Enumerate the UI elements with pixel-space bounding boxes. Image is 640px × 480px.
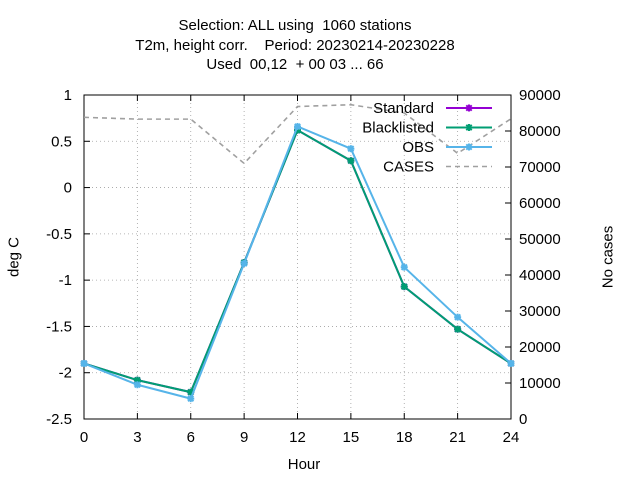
chart-title-line-1: Selection: ALL using 1060 stations: [178, 17, 412, 34]
y-tick-label: 0.5: [51, 133, 72, 150]
series-lines: [80, 103, 515, 403]
data-point-obs: [80, 359, 88, 367]
marker-d2: [454, 313, 462, 321]
x-tick-label: 12: [289, 429, 306, 446]
y-tick-label: -2: [59, 365, 72, 382]
y-axis-ticks: 1 0.5 0 -0.5 -1 -1.5 -2 -2.5: [46, 87, 90, 428]
marker-d2: [133, 381, 141, 389]
data-point-obs: [400, 263, 408, 271]
marker-d2: [187, 388, 195, 396]
data-point-obs: [347, 145, 355, 153]
marker-d2: [294, 123, 301, 130]
data-point-blacklisted: [454, 325, 462, 333]
x-tick-label: 18: [396, 429, 413, 446]
x-tick-label: 0: [80, 429, 88, 446]
x-axis-ticks: 0 3 6 9 12 15 18 21 24: [80, 95, 520, 446]
legend-label-standard: Standard: [373, 100, 434, 117]
data-point-obs: [187, 395, 195, 403]
chart-title-line-2: T2m, height corr. Period: 20230214-20230…: [135, 37, 455, 54]
data-point-obs: [507, 359, 515, 367]
y2-tick-label: 50000: [519, 231, 561, 248]
legend-marker-standard: [465, 104, 473, 112]
marker-d2: [400, 263, 408, 271]
y2-tick-label: 10000: [519, 375, 561, 392]
data-point-blacklisted: [347, 157, 355, 165]
y2-axis-label: No cases: [599, 225, 617, 289]
x-tick-label: 3: [133, 429, 141, 446]
data-point-obs: [240, 259, 248, 267]
y-tick-label: -1: [59, 272, 72, 289]
x-tick-label: 21: [449, 429, 466, 446]
y2-tick-label: 70000: [519, 159, 561, 176]
legend-label-cases: CASES: [383, 159, 434, 176]
y2-tick-label: 30000: [519, 303, 561, 320]
marker-d2: [400, 283, 408, 291]
data-point-blacklisted: [400, 283, 408, 291]
x-tick-label: 15: [343, 429, 360, 446]
marker-d2: [465, 124, 473, 131]
y-tick-label: -1.5: [46, 318, 72, 335]
marker-d2: [465, 143, 473, 151]
x-axis-label: Hour: [287, 456, 321, 473]
legend: Standard Blacklisted OBS CASES: [362, 100, 492, 176]
y2-tick-label: 90000: [519, 87, 561, 104]
data-point-obs: [454, 313, 462, 321]
marker-d2: [240, 260, 248, 267]
y2-tick-label: 40000: [519, 267, 561, 284]
marker-d2: [465, 104, 473, 112]
series-line-blacklisted: [83, 128, 512, 394]
series-line-cases: [83, 103, 512, 165]
legend-label-blacklisted: Blacklisted: [362, 120, 434, 137]
marker-d2: [507, 360, 515, 367]
y-tick-label: -2.5: [46, 411, 72, 428]
y-tick-label: 0: [64, 180, 72, 197]
legend-marker-obs: [465, 143, 473, 151]
legend-marker-blacklisted: [465, 124, 473, 131]
grid-lines: [84, 95, 511, 419]
y2-tick-label: 20000: [519, 339, 561, 356]
y2-tick-label: 80000: [519, 123, 561, 140]
x-tick-label: 6: [187, 429, 195, 446]
x-tick-label: 9: [240, 429, 248, 446]
y-tick-label: -0.5: [46, 226, 72, 243]
marker-d2: [187, 395, 195, 403]
data-point-obs: [133, 381, 141, 389]
y-axis-label: deg C: [5, 236, 23, 278]
legend-label-obs: OBS: [402, 139, 434, 156]
y2-tick-label: 60000: [519, 195, 561, 212]
marker-d2: [347, 157, 355, 165]
x-tick-label: 24: [503, 429, 520, 446]
marker-d2: [454, 325, 462, 333]
series-line-standard: [83, 128, 512, 394]
data-point-obs: [294, 122, 301, 130]
marker-d2: [347, 145, 355, 153]
y2-axis-ticks: 90000 80000 70000 60000 50000 40000 30000 20000…: [505, 87, 561, 428]
marker-d2: [80, 360, 88, 367]
y2-tick-label: 0: [519, 411, 527, 428]
chart-title-line-3: Used 00,12 + 00 03 ... 66: [206, 56, 384, 73]
y-tick-label: 1: [64, 87, 72, 104]
